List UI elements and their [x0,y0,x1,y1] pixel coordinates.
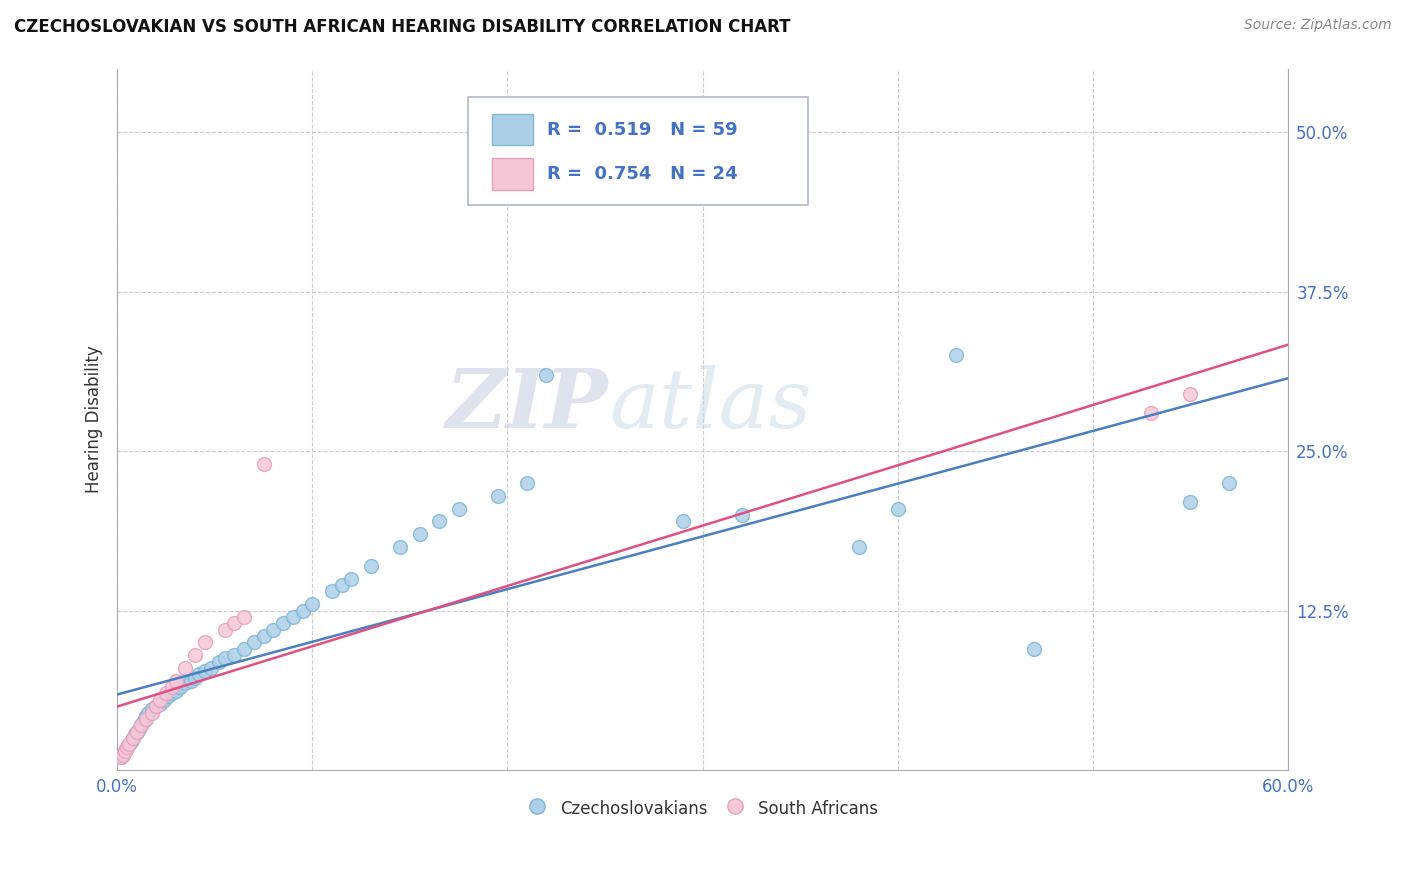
Point [128,722,150,736]
Point [321,584,343,599]
Point [233,641,256,656]
Text: R =  0.754   N = 24: R = 0.754 N = 24 [547,165,738,183]
Text: Source: ZipAtlas.com: Source: ZipAtlas.com [1244,18,1392,32]
Point [200,661,222,675]
Point [427,514,450,528]
Point [360,558,382,573]
Point [135,709,157,723]
Point [208,655,231,669]
Point [233,610,256,624]
Point [141,706,163,720]
Y-axis label: Hearing Disability: Hearing Disability [86,345,103,493]
Point [271,616,294,631]
Point [214,623,236,637]
Point [153,693,176,707]
Point [160,686,183,700]
Point [1218,476,1240,491]
Point [141,702,163,716]
Point [124,727,146,741]
Point [110,750,132,764]
Point [330,578,353,592]
Point [180,673,202,688]
Point [730,508,752,522]
Point [848,540,870,554]
Point [169,680,191,694]
Point [252,629,274,643]
Point [194,664,217,678]
Point [447,501,470,516]
Point [118,738,141,752]
Text: ZIP: ZIP [446,365,609,445]
Point [114,744,136,758]
Text: CZECHOSLOVAKIAN VS SOUTH AFRICAN HEARING DISABILITY CORRELATION CHART: CZECHOSLOVAKIAN VS SOUTH AFRICAN HEARING… [14,18,790,36]
Point [129,718,152,732]
Point [1180,495,1202,509]
Point [121,731,143,745]
Point [184,671,207,685]
Point [886,501,908,516]
Point [110,750,132,764]
Point [115,739,138,754]
Text: R =  0.519   N = 59: R = 0.519 N = 59 [547,120,738,138]
Point [408,527,430,541]
Point [165,684,187,698]
FancyBboxPatch shape [492,158,533,189]
Point [165,673,187,688]
Point [120,735,142,749]
Point [149,697,172,711]
Point [301,597,323,611]
Legend: Czechoslovakians, South Africans: Czechoslovakians, South Africans [520,792,884,825]
Text: atlas: atlas [609,365,811,445]
Point [135,712,157,726]
Point [134,712,156,726]
Point [184,648,207,663]
Point [145,699,167,714]
Point [145,699,167,714]
Point [194,635,217,649]
Point [174,676,197,690]
Point [214,650,236,665]
Point [224,648,246,663]
Point [1140,406,1163,420]
Point [516,476,538,491]
Point [155,686,177,700]
Point [281,610,304,624]
Point [340,572,363,586]
Point [291,603,314,617]
Point [262,623,284,637]
Point [174,661,197,675]
Point [486,489,509,503]
Point [138,706,160,720]
Point [112,747,135,762]
Point [672,514,695,528]
Point [125,724,148,739]
Point [224,616,246,631]
Point [160,680,183,694]
Point [156,689,179,703]
Point [125,724,148,739]
Point [115,739,138,754]
Point [121,731,143,745]
Point [945,349,967,363]
Point [129,718,152,732]
FancyBboxPatch shape [468,96,808,205]
Point [149,693,172,707]
Point [112,747,135,762]
Point [114,744,136,758]
Point [118,738,141,752]
Point [242,635,264,649]
Point [389,540,412,554]
Point [252,457,274,471]
FancyBboxPatch shape [492,114,533,145]
Point [188,667,211,681]
Point [1180,386,1202,401]
Point [131,714,153,729]
Point [536,368,558,382]
Point [1024,641,1046,656]
